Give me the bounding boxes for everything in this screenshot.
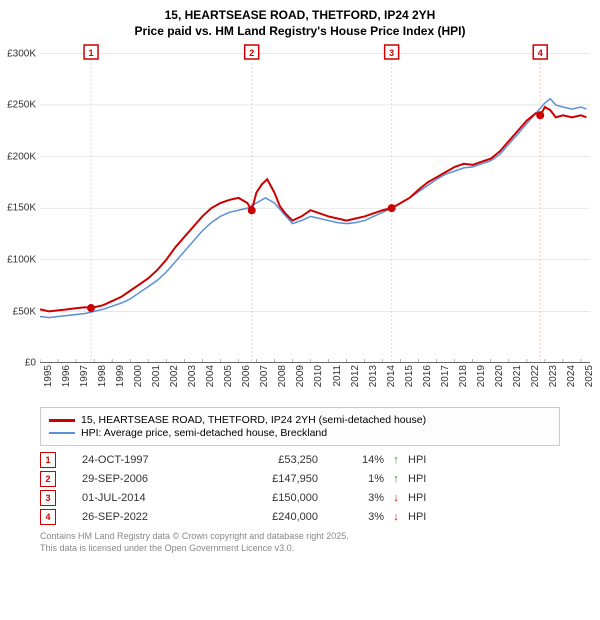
sale-arrow-icon: ↑: [390, 454, 402, 466]
sale-hpi-label: HPI: [408, 511, 560, 523]
svg-text:1: 1: [89, 48, 94, 58]
x-axis-label: 2017: [440, 365, 451, 387]
y-axis-label: £200K: [7, 151, 36, 162]
x-axis-label: 2019: [476, 365, 487, 387]
x-axis-label: 1997: [79, 365, 90, 387]
sale-date: 24-OCT-1997: [62, 454, 222, 466]
legend-swatch-red: [49, 419, 75, 422]
sale-hpi-label: HPI: [408, 492, 560, 504]
chart-title: 15, HEARTSEASE ROAD, THETFORD, IP24 2YH: [0, 8, 600, 24]
x-axis-label: 2022: [530, 365, 541, 387]
legend-swatch-blue: [49, 432, 75, 434]
x-axis-label: 1996: [61, 365, 72, 387]
x-axis-label: 2018: [458, 365, 469, 387]
footnote-line1: Contains HM Land Registry data © Crown c…: [40, 531, 560, 543]
sales-table: 1 24-OCT-1997 £53,250 14% ↑ HPI 2 29-SEP…: [40, 452, 560, 525]
sale-pct: 3%: [324, 492, 384, 504]
y-axis-label: £250K: [7, 100, 36, 111]
footnote: Contains HM Land Registry data © Crown c…: [40, 531, 560, 554]
svg-text:2: 2: [249, 48, 254, 58]
x-axis-label: 2005: [223, 365, 234, 387]
sale-marker-box: 2: [40, 471, 56, 487]
y-axis-label: £300K: [7, 48, 36, 59]
chart-subtitle: Price paid vs. HM Land Registry's House …: [0, 24, 600, 40]
x-axis-label: 2016: [422, 365, 433, 387]
x-axis-label: 2023: [548, 365, 559, 387]
chart-area: 1234 £0£50K£100K£150K£200K£250K£300K: [40, 43, 590, 363]
x-axis-label: 2009: [295, 365, 306, 387]
sale-arrow-icon: ↑: [390, 473, 402, 485]
x-axis-label: 2012: [350, 365, 361, 387]
x-axis-label: 1995: [43, 365, 54, 387]
svg-text:3: 3: [389, 48, 394, 58]
legend-label-blue: HPI: Average price, semi-detached house,…: [81, 427, 327, 439]
chart-header: 15, HEARTSEASE ROAD, THETFORD, IP24 2YH …: [0, 0, 600, 43]
svg-text:4: 4: [538, 48, 543, 58]
sale-price: £53,250: [228, 454, 318, 466]
x-axis-label: 2024: [566, 365, 577, 387]
sale-hpi-label: HPI: [408, 473, 560, 485]
sale-pct: 14%: [324, 454, 384, 466]
sale-pct: 3%: [324, 511, 384, 523]
sale-hpi-label: HPI: [408, 454, 560, 466]
x-axis-label: 2015: [404, 365, 415, 387]
x-axis-label: 2002: [169, 365, 180, 387]
x-axis-label: 2011: [332, 365, 343, 387]
y-axis-label: £150K: [7, 203, 36, 214]
y-axis-label: £0: [25, 358, 36, 369]
x-axis-label: 2007: [259, 365, 270, 387]
x-axis-label: 2003: [187, 365, 198, 387]
sales-row: 2 29-SEP-2006 £147,950 1% ↑ HPI: [40, 471, 560, 487]
legend: 15, HEARTSEASE ROAD, THETFORD, IP24 2YH …: [40, 407, 560, 446]
sales-row: 3 01-JUL-2014 £150,000 3% ↓ HPI: [40, 490, 560, 506]
sale-arrow-icon: ↓: [390, 511, 402, 523]
sale-date: 01-JUL-2014: [62, 492, 222, 504]
legend-row-red: 15, HEARTSEASE ROAD, THETFORD, IP24 2YH …: [49, 414, 551, 426]
x-axis-labels: 1995 1996 1997 1998 1999 2000 2001 2002 2003 2004…: [40, 363, 590, 403]
x-axis-label: 2004: [205, 365, 216, 387]
sale-marker-box: 4: [40, 509, 56, 525]
sales-row: 4 26-SEP-2022 £240,000 3% ↓ HPI: [40, 509, 560, 525]
sale-arrow-icon: ↓: [390, 492, 402, 504]
x-axis-label: 2013: [368, 365, 379, 387]
sale-marker-box: 1: [40, 452, 56, 468]
x-axis-label: 2010: [313, 365, 324, 387]
x-axis-label: 1998: [97, 365, 108, 387]
x-axis-label: 2006: [241, 365, 252, 387]
legend-label-red: 15, HEARTSEASE ROAD, THETFORD, IP24 2YH …: [81, 414, 426, 426]
x-axis-label: 2021: [512, 365, 523, 387]
legend-row-blue: HPI: Average price, semi-detached house,…: [49, 427, 551, 439]
line-chart-svg: 1 2 3 4: [40, 43, 590, 363]
x-axis-label: 1999: [115, 365, 126, 387]
y-axis-label: £100K: [7, 254, 36, 265]
x-axis-label: 2000: [133, 365, 144, 387]
sale-date: 29-SEP-2006: [62, 473, 222, 485]
sale-price: £240,000: [228, 511, 318, 523]
x-axis-label: 2020: [494, 365, 505, 387]
sale-price: £150,000: [228, 492, 318, 504]
sale-date: 26-SEP-2022: [62, 511, 222, 523]
x-axis-label: 2008: [277, 365, 288, 387]
y-axis-label: £50K: [13, 306, 36, 317]
sales-row: 1 24-OCT-1997 £53,250 14% ↑ HPI: [40, 452, 560, 468]
sale-marker-box: 3: [40, 490, 56, 506]
footnote-line2: This data is licensed under the Open Gov…: [40, 543, 560, 555]
x-axis-label: 2025: [584, 365, 595, 387]
x-axis-label: 2001: [151, 365, 162, 387]
sale-pct: 1%: [324, 473, 384, 485]
sale-price: £147,950: [228, 473, 318, 485]
x-axis-label: 2014: [386, 365, 397, 387]
